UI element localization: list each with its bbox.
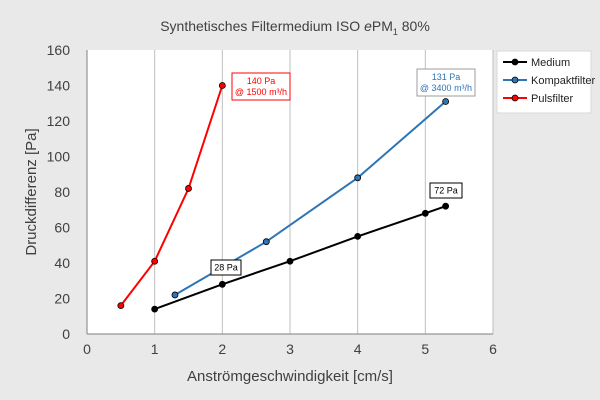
annotation-box xyxy=(210,259,242,276)
legend-label: Pulsfilter xyxy=(531,93,574,105)
annotation-box xyxy=(231,72,291,101)
x-tick-label: 6 xyxy=(489,341,497,357)
grid-lines xyxy=(86,50,494,334)
data-point xyxy=(218,280,226,288)
annotation-label: 28 Pa xyxy=(214,263,238,273)
title-rest: 80% xyxy=(397,18,430,34)
y-tick-label: 100 xyxy=(47,149,71,165)
title-em: e xyxy=(364,18,372,34)
annotation-label: 131 Pa xyxy=(432,72,461,82)
series-line-2 xyxy=(120,85,224,307)
annotation-label: @ 3400 m³/h xyxy=(420,83,472,93)
chart-title: Synthetisches Filtermedium ISO ePM1 80% xyxy=(85,18,505,37)
y-axis-label: Druckdifferenz [Pa] xyxy=(23,128,40,255)
y-tick-label: 60 xyxy=(54,220,70,236)
data-point xyxy=(354,232,362,240)
y-tick-label: 40 xyxy=(54,255,70,271)
x-tick-label: 2 xyxy=(218,341,226,357)
data-point xyxy=(151,305,159,313)
annotation-label: 140 Pa xyxy=(247,76,276,86)
series-line-0 xyxy=(154,205,446,311)
y-tick-label: 120 xyxy=(47,113,71,129)
data-point xyxy=(286,257,294,265)
annotation-box xyxy=(416,68,476,97)
legend-marker xyxy=(511,58,519,66)
x-tick-label: 4 xyxy=(354,341,362,357)
legend-label: Medium xyxy=(531,57,570,69)
y-tick-label: 20 xyxy=(54,291,70,307)
y-tick-label: 140 xyxy=(47,78,71,94)
data-point xyxy=(117,302,125,310)
title-main: Synthetisches Filtermedium ISO xyxy=(160,18,365,34)
x-tick-label: 0 xyxy=(83,341,91,357)
data-point xyxy=(171,291,179,299)
data-point xyxy=(218,82,226,89)
y-tick-label: 0 xyxy=(62,326,70,342)
y-tick-label: 160 xyxy=(47,42,71,58)
annotation-label: 72 Pa xyxy=(434,186,458,196)
x-axis-label: Anströmgeschwindigkeit [cm/s] xyxy=(187,368,393,385)
title-pm: PM xyxy=(371,18,393,34)
data-point xyxy=(421,209,429,217)
data-point xyxy=(185,185,192,192)
x-tick-label: 1 xyxy=(151,341,159,357)
data-point xyxy=(442,98,450,105)
y-tick-label: 80 xyxy=(54,184,70,200)
annotations: 140 Pa@ 1500 m³/h 131 Pa@ 3400 m³/h 72 Pa 2… xyxy=(210,68,476,276)
legend: Medium Kompaktfilter Pulsfilter xyxy=(496,50,596,114)
data-point xyxy=(262,238,270,246)
legend-label: Kompaktfilter xyxy=(531,75,596,87)
data-point xyxy=(442,202,450,210)
x-tick-label: 3 xyxy=(286,341,294,357)
annotation-label: @ 1500 m³/h xyxy=(235,87,287,97)
data-point xyxy=(354,174,362,182)
axes xyxy=(86,50,493,335)
data-point xyxy=(151,257,159,265)
legend-marker xyxy=(511,94,519,102)
title-sub: 1 xyxy=(392,26,398,37)
x-tick-label: 5 xyxy=(421,341,429,357)
annotation-box xyxy=(429,182,463,199)
legend-marker xyxy=(511,76,519,84)
